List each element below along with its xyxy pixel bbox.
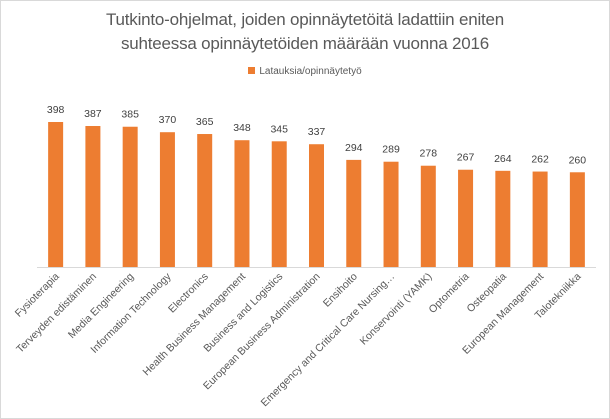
legend-label: Latauksia/opinnäytetyö bbox=[259, 66, 362, 77]
data-label-14: 262 bbox=[531, 154, 549, 166]
bar-9 bbox=[346, 159, 362, 267]
data-label-4: 370 bbox=[159, 114, 177, 126]
category-label-12: Optometria bbox=[426, 271, 471, 316]
bar-14 bbox=[532, 171, 548, 267]
bar-7 bbox=[271, 141, 287, 267]
data-label-2: 387 bbox=[84, 108, 102, 120]
data-label-13: 264 bbox=[494, 153, 512, 165]
data-label-9: 294 bbox=[345, 142, 363, 154]
bar-12 bbox=[458, 169, 474, 267]
data-label-6: 348 bbox=[233, 122, 251, 134]
bar-8 bbox=[309, 144, 324, 267]
data-label-8: 337 bbox=[308, 126, 326, 138]
bar-6 bbox=[234, 140, 250, 267]
bar-15 bbox=[569, 172, 585, 267]
data-labels-group: 398 387 385 370 365 348 345 337 294 289 278 267 264 2… bbox=[47, 104, 586, 166]
chart-title-line-1: Tutkinto-ohjelmat, joiden opinnäytetöitä… bbox=[105, 10, 505, 29]
chart-title: Tutkinto-ohjelmat, joiden opinnäytetöitä… bbox=[0, 8, 610, 56]
data-label-10: 289 bbox=[382, 144, 400, 156]
bar-5 bbox=[197, 134, 213, 267]
data-label-12: 267 bbox=[457, 152, 475, 164]
data-label-7: 345 bbox=[270, 123, 288, 135]
bar-3 bbox=[122, 126, 138, 268]
data-label-3: 385 bbox=[121, 109, 139, 121]
bar-13 bbox=[495, 170, 511, 267]
bars-group bbox=[48, 122, 585, 268]
category-label-10: Emergency and Critical Care Nursing… bbox=[259, 271, 397, 409]
chart-legend: Latauksia/opinnäytetyö bbox=[0, 66, 610, 77]
legend-swatch bbox=[248, 67, 256, 74]
bar-10 bbox=[383, 161, 399, 267]
data-label-1: 398 bbox=[47, 104, 65, 116]
bar-1 bbox=[48, 122, 64, 267]
bar-11 bbox=[420, 165, 436, 267]
data-label-11: 278 bbox=[420, 148, 438, 160]
data-label-5: 365 bbox=[196, 116, 214, 128]
data-label-15: 260 bbox=[569, 154, 587, 166]
category-label-3: Media Engineering bbox=[66, 271, 137, 342]
category-label-11: Konservointi (YAMK) bbox=[358, 271, 435, 348]
chart-title-line-2: suhteessa opinnäytetöiden määrään vuonna… bbox=[120, 34, 490, 53]
bar-2 bbox=[85, 126, 101, 267]
bar-4 bbox=[159, 132, 175, 267]
